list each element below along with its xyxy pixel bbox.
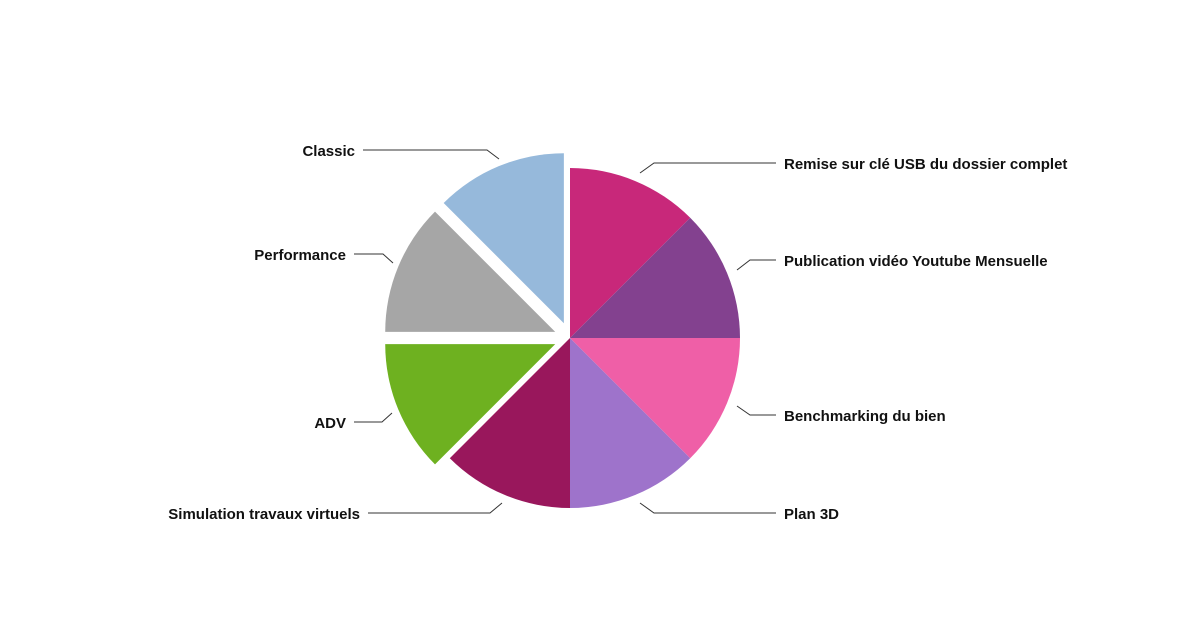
leader-line — [363, 149, 500, 160]
leader-line — [639, 502, 776, 514]
leader-line — [639, 162, 776, 174]
slice-labels: Remise sur clé USB du dossier complet Pub… — [168, 143, 1067, 523]
slice-label: Plan 3D — [784, 506, 839, 523]
pie-slice — [385, 344, 556, 465]
leader-line — [368, 502, 503, 514]
leader-lines — [354, 149, 776, 514]
pie-slice — [570, 217, 740, 338]
slice-label: Benchmarking du bien — [784, 408, 946, 425]
pie-slice — [385, 211, 556, 332]
pie-slice — [443, 153, 564, 324]
slice-label: Publication vidéo Youtube Mensuelle — [784, 253, 1048, 270]
slice-label: Remise sur clé USB du dossier complet — [784, 156, 1067, 173]
pie-slice — [570, 168, 691, 338]
pie-slice — [570, 338, 740, 459]
slice-label: Classic — [302, 143, 355, 160]
slice-label: Performance — [254, 247, 346, 264]
pie-slice — [449, 338, 570, 508]
pie-slice — [570, 338, 691, 508]
slice-label: ADV — [314, 415, 346, 432]
leader-line — [354, 253, 394, 264]
pie-slices — [385, 153, 740, 508]
leader-line — [354, 412, 393, 423]
leader-line — [736, 259, 776, 271]
leader-line — [736, 405, 776, 416]
slice-label: Simulation travaux virtuels — [168, 506, 360, 523]
